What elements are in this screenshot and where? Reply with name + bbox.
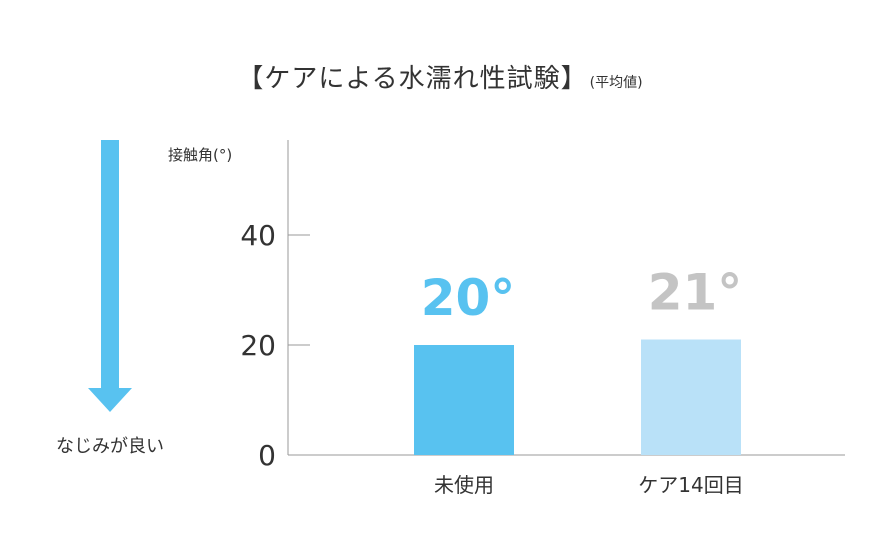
wettability-arrow: なじみが良い	[56, 140, 164, 457]
bar-value-label: 21°	[648, 264, 743, 322]
y-ticks: 0 20 40	[240, 219, 310, 472]
chart-title: 【ケアによる水濡れ性試験】 (平均値)	[0, 58, 880, 95]
arrow-head-icon	[88, 388, 132, 412]
x-category-label: ケア14回目	[638, 473, 743, 497]
y-axis-label: 接触角(°)	[168, 146, 232, 164]
x-category-label: 未使用	[434, 473, 494, 497]
chart-title-note: (平均値)	[589, 75, 643, 91]
labels: 20° 未使用 21° ケア14回目	[421, 264, 744, 498]
bar	[414, 345, 514, 455]
bars	[414, 339, 741, 455]
y-tick-label: 0	[258, 439, 276, 472]
y-tick-label: 20	[240, 329, 276, 362]
bar-value-label: 20°	[421, 269, 516, 327]
arrow-shaft	[101, 140, 119, 390]
chart-title-text: 【ケアによる水濡れ性試験】	[237, 64, 588, 94]
arrow-label: なじみが良い	[56, 436, 164, 457]
bar	[641, 339, 741, 455]
y-tick-label: 40	[240, 219, 276, 252]
